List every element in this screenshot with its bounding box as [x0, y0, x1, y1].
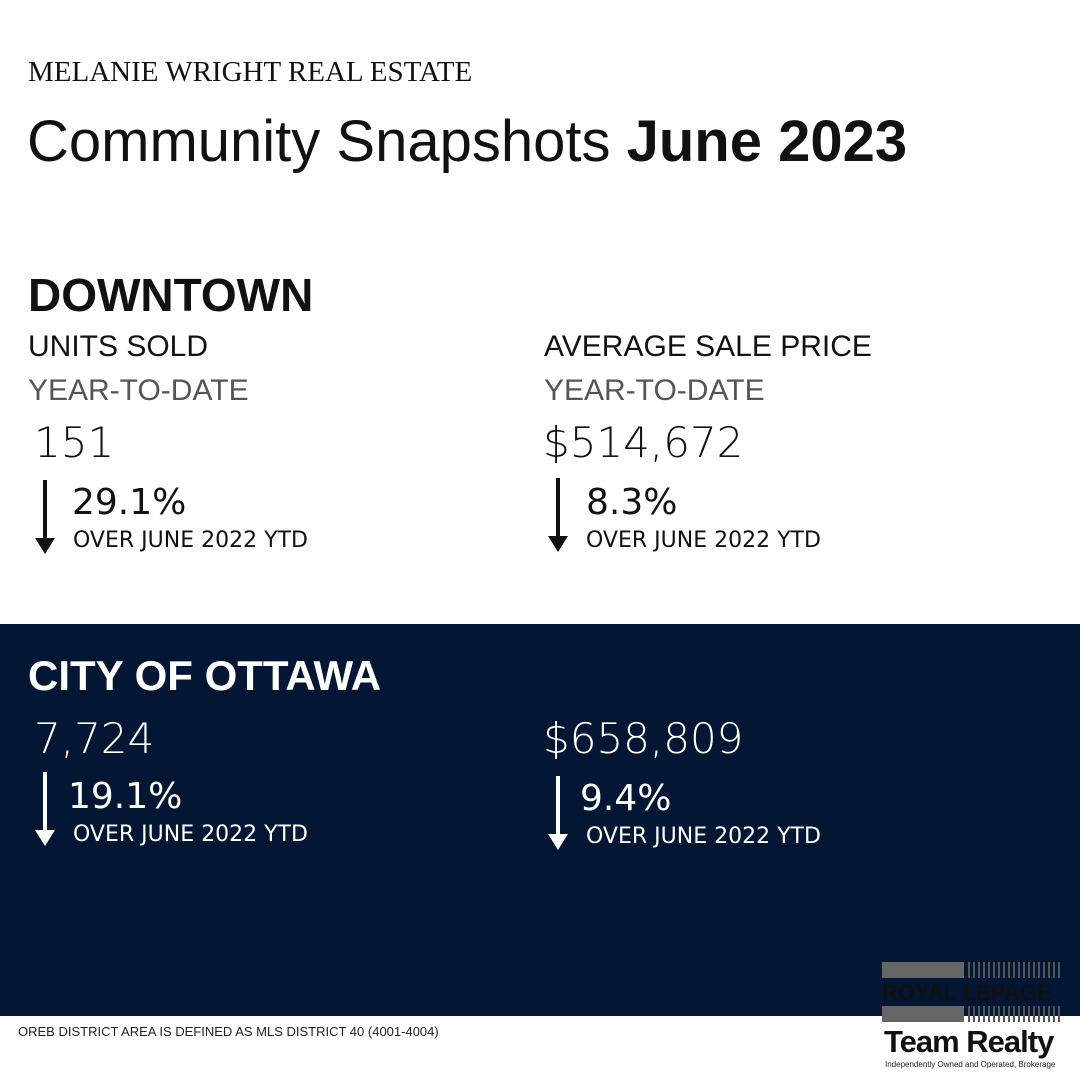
- title-regular: Community Snapshots: [27, 109, 611, 174]
- royal-lepage-logo: ROYAL LEPAGE Team Realty Independently O…: [882, 960, 1060, 1072]
- arrow-down-icon: [548, 776, 568, 850]
- footnote: OREB DISTRICT AREA IS DEFINED AS MLS DIS…: [18, 1024, 439, 1039]
- logo-team-name: Team Realty: [884, 1024, 1054, 1059]
- ottawa-price-value: $658,809: [543, 714, 744, 763]
- arrow-down-icon: [35, 772, 55, 846]
- title-bold: June 2023: [626, 109, 908, 174]
- units-ytd-label: YEAR-TO-DATE: [28, 374, 249, 407]
- units-sold-label: UNITS SOLD: [28, 330, 209, 363]
- downtown-price-comparison: OVER JUNE 2022 YTD: [586, 528, 821, 553]
- logo-company-name: ROYAL LEPAGE: [882, 980, 1052, 1005]
- average-price-label: AVERAGE SALE PRICE: [544, 330, 872, 363]
- ottawa-price-change: 9.4%: [580, 778, 672, 819]
- logo-bar-top: [882, 962, 1060, 978]
- downtown-price-change: 8.3%: [586, 482, 678, 523]
- downtown-price-value: $514,672: [543, 418, 744, 467]
- logo-bar-bottom: [882, 1006, 1060, 1022]
- brand-name: MELANIE WRIGHT REAL ESTATE: [28, 56, 473, 88]
- arrow-down-icon: [548, 478, 568, 552]
- logo-tagline: Independently Owned and Operated, Broker…: [885, 1060, 1056, 1069]
- ottawa-units-value: 7,724: [34, 714, 155, 763]
- downtown-units-value: 151: [34, 418, 115, 467]
- arrow-down-icon: [35, 480, 55, 554]
- ottawa-price-comparison: OVER JUNE 2022 YTD: [586, 824, 821, 849]
- downtown-units-change: 29.1%: [72, 482, 187, 523]
- ottawa-title: CITY OF OTTAWA: [28, 652, 382, 699]
- downtown-title: DOWNTOWN: [28, 269, 314, 321]
- ottawa-units-comparison: OVER JUNE 2022 YTD: [73, 822, 308, 847]
- ottawa-units-change: 19.1%: [68, 776, 183, 817]
- page-title: Community Snapshots June 2023: [27, 108, 907, 175]
- price-ytd-label: YEAR-TO-DATE: [544, 374, 765, 407]
- ottawa-panel: CITY OF OTTAWA 7,724 19.1% OVER JUNE 202…: [0, 624, 1080, 1016]
- downtown-units-comparison: OVER JUNE 2022 YTD: [73, 528, 308, 553]
